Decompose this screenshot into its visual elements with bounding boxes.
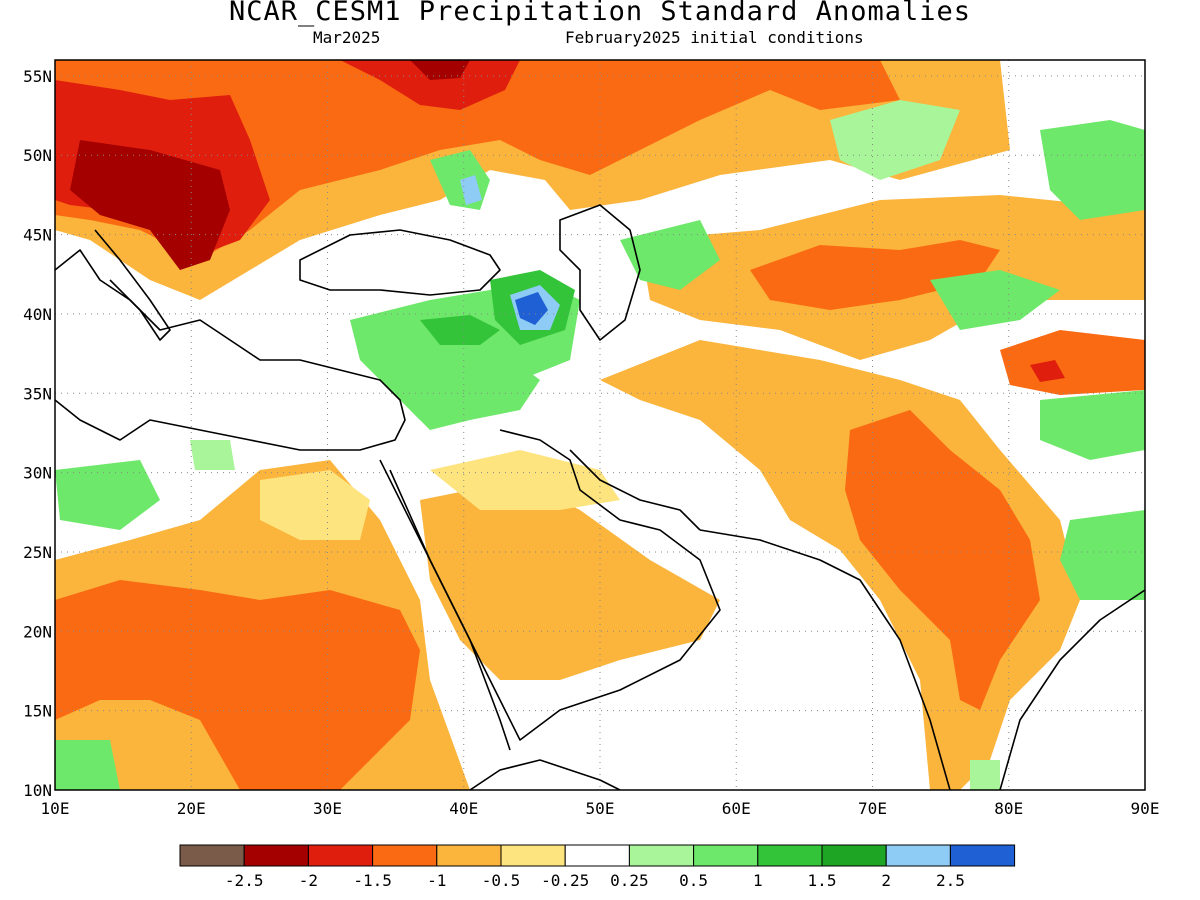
anomaly-region-burma-wet	[1060, 510, 1145, 600]
longitude-labels: 10E 20E 30E 40E 50E 60E 70E 80E 90E	[41, 799, 1160, 818]
legend-swatch	[436, 844, 502, 867]
lat-tick-label: 40N	[23, 305, 52, 324]
legend-label: -2.5	[225, 871, 264, 890]
latitude-labels: 55N 50N 45N 40N 35N 30N 25N 20N 15N 10N	[23, 67, 52, 800]
lat-tick-label: 30N	[23, 464, 52, 483]
map-title: NCAR_CESM1 Precipitation Standard Anomal…	[229, 0, 971, 27]
anomaly-region-libya	[260, 470, 370, 540]
legend-swatch	[500, 844, 566, 867]
anomaly-region-india-strong	[845, 410, 1040, 710]
legend-label: -0.25	[541, 871, 589, 890]
anomaly-region-caspian-wet	[620, 220, 720, 290]
anomaly-region-south-india-wet	[970, 760, 1000, 790]
anomaly-region-sahel-strong	[55, 580, 420, 790]
legend-swatch	[307, 844, 374, 867]
anomaly-region-arabia	[420, 480, 720, 680]
color-legend: -2.5 -2 -1.5 -1 -0.5 -0.25 0.25 0.5 1 1.5 2 2.5	[179, 844, 1016, 890]
legend-swatch	[821, 844, 887, 867]
lat-tick-label: 10N	[23, 781, 52, 800]
lat-tick-label: 55N	[23, 67, 52, 86]
legend-swatch	[243, 844, 309, 867]
legend-swatch	[628, 844, 695, 867]
anomaly-region-russia-dark	[410, 60, 470, 80]
anomaly-region-central-asia-strong	[750, 240, 1000, 310]
anomaly-region-tibet-wet	[1040, 390, 1145, 460]
anomaly-region-kazakh-wet	[830, 100, 960, 180]
lon-tick-label: 70E	[858, 799, 887, 818]
lon-tick-label: 90E	[1131, 799, 1160, 818]
anomaly-region-libya-wet-small	[190, 440, 235, 470]
legend-label: 0.5	[679, 871, 708, 890]
lon-tick-label: 40E	[449, 799, 478, 818]
lon-tick-label: 60E	[722, 799, 751, 818]
initial-conditions: February2025 initial conditions	[565, 28, 864, 47]
anomaly-fields	[55, 60, 1145, 790]
anomaly-region-levant-wet	[410, 350, 540, 430]
anomaly-region-caucasus-dark-blue	[515, 292, 548, 325]
legend-swatch	[757, 844, 823, 867]
lat-tick-label: 50N	[23, 146, 52, 165]
anomaly-region-east-asia-red	[1030, 360, 1065, 382]
legend-label: 2	[881, 871, 891, 890]
legend-label: -2	[299, 871, 318, 890]
anomaly-region-turkey-wet-strong	[420, 315, 500, 345]
legend-swatch	[179, 844, 245, 867]
anomaly-region-mongolia-wet	[1040, 120, 1145, 220]
legend-label: 2.5	[936, 871, 965, 890]
lon-tick-label: 20E	[177, 799, 206, 818]
map-frame	[54, 59, 1146, 791]
legend-label: 0.25	[610, 871, 649, 890]
legend-label: -1	[427, 871, 446, 890]
legend-swatch	[564, 844, 630, 867]
anomaly-region-east-asia	[1000, 330, 1145, 395]
lat-tick-label: 15N	[23, 702, 52, 721]
forecast-period: Mar2025	[313, 28, 381, 47]
lat-tick-label: 20N	[23, 622, 52, 641]
legend-swatch	[885, 844, 951, 867]
lon-tick-label: 50E	[586, 799, 615, 818]
lon-tick-label: 30E	[313, 799, 342, 818]
anomaly-region-russia-red	[340, 60, 520, 110]
anomaly-region-libya-wet	[55, 460, 160, 530]
lon-tick-label: 80E	[994, 799, 1023, 818]
anomaly-region-europe-strong	[55, 60, 900, 260]
legend-label: 1.5	[808, 871, 837, 890]
legend-label: 1	[753, 871, 763, 890]
legend-label: -1.5	[353, 871, 392, 890]
legend-swatch	[949, 844, 1016, 867]
coastlines	[55, 204, 1145, 790]
anomaly-region-europe-dark	[70, 140, 230, 270]
anomaly-region-chad-wet	[55, 740, 120, 790]
lat-tick-label: 35N	[23, 384, 52, 403]
legend-label: -0.5	[482, 871, 521, 890]
lat-tick-label: 45N	[23, 226, 52, 245]
legend-swatch	[372, 844, 438, 867]
lat-tick-label: 25N	[23, 543, 52, 562]
lon-tick-label: 10E	[41, 799, 70, 818]
legend-swatch	[693, 844, 759, 867]
anomaly-region-black-sea-blue	[460, 175, 482, 205]
anomaly-region-tienshan-wet	[930, 270, 1060, 330]
